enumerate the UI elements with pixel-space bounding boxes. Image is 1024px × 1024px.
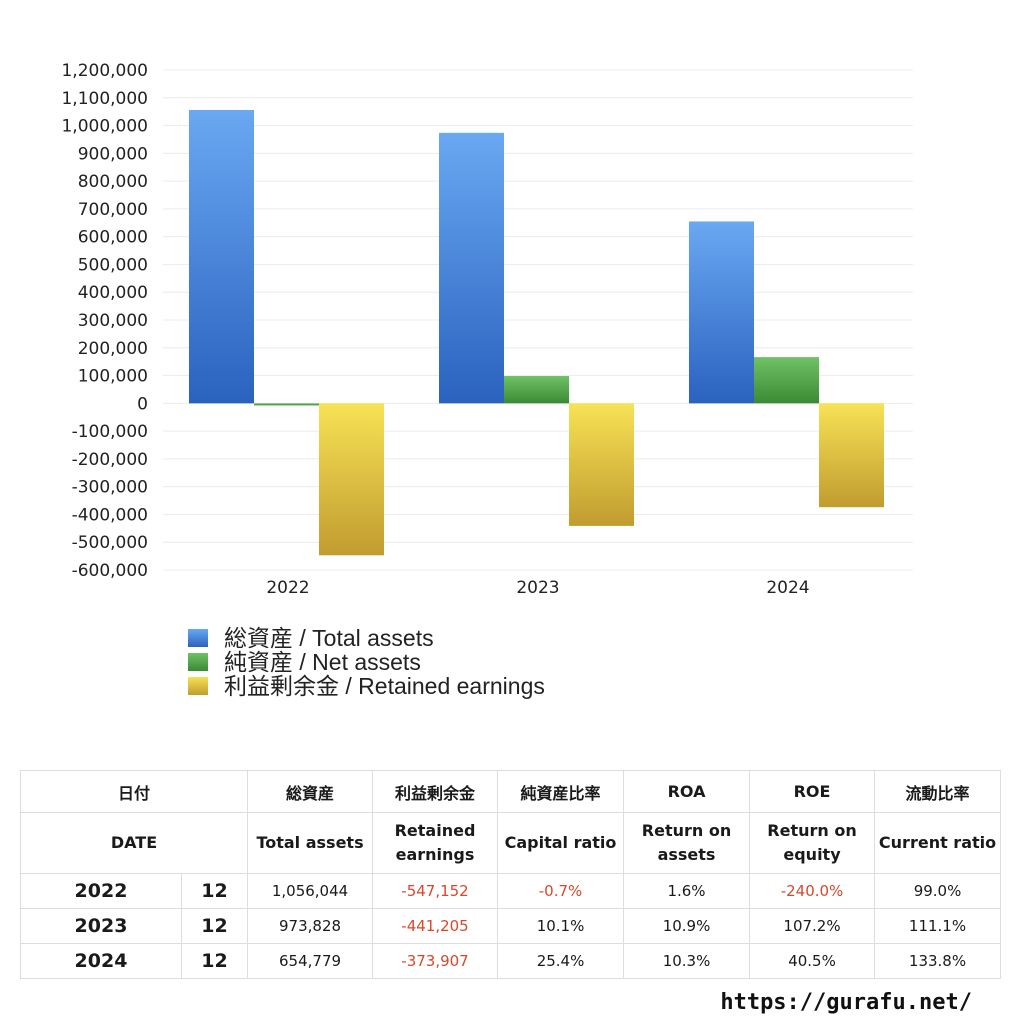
bar-chart: 1,200,000 1,100,000 1,000,000 900,000 800,00… bbox=[61, 61, 913, 598]
y-tick-label: 1,000,000 bbox=[61, 117, 148, 137]
row-roe: 40.5% bbox=[749, 943, 876, 979]
row-month: 12 bbox=[180, 908, 249, 944]
y-tick-label: 500,000 bbox=[78, 255, 148, 275]
header-roe-en: Return on equity bbox=[749, 812, 876, 874]
grid-lines bbox=[163, 69, 913, 571]
source-url: https://gurafu.net/ bbox=[720, 990, 972, 1015]
row-year: 2024 bbox=[20, 943, 182, 979]
legend-item-net-assets: 純資産 / Net assets bbox=[188, 650, 545, 674]
y-tick-label: 400,000 bbox=[78, 283, 148, 303]
bar-total-assets-2024 bbox=[689, 221, 754, 404]
y-tick-label: 600,000 bbox=[78, 228, 148, 248]
row-month: 12 bbox=[180, 873, 249, 909]
bars bbox=[189, 109, 884, 556]
legend-label: 総資産 / Total assets bbox=[224, 625, 434, 651]
header-total-assets-en: Total assets bbox=[247, 812, 374, 874]
row-year: 2022 bbox=[20, 873, 182, 909]
x-tick-label: 2024 bbox=[766, 578, 809, 598]
header-roa-jp: ROA bbox=[623, 770, 751, 813]
y-tick-label: -400,000 bbox=[72, 505, 148, 525]
row-total-assets: 654,779 bbox=[247, 943, 374, 979]
y-tick-label: -300,000 bbox=[72, 478, 148, 498]
x-axis-ticks: 2022 2023 2024 bbox=[266, 578, 809, 598]
header-current-ratio-jp: 流動比率 bbox=[874, 770, 1002, 813]
header-roa-en: Return on assets bbox=[623, 812, 751, 874]
y-tick-label: 0 bbox=[137, 394, 148, 414]
row-year: 2023 bbox=[20, 908, 182, 944]
y-tick-label: 800,000 bbox=[78, 172, 148, 192]
header-date-jp: 日付 bbox=[19, 770, 249, 813]
row-current-ratio: 99.0% bbox=[874, 873, 1002, 909]
table-header-row-jp: 日付 総資産 利益剰余金 純資産比率 ROA ROE 流動比率 bbox=[19, 770, 1002, 813]
y-tick-label: -600,000 bbox=[72, 561, 148, 581]
x-tick-label: 2023 bbox=[516, 578, 559, 598]
table-row: 2023 12 973,828 -441,205 10.1% 10.9% 107… bbox=[20, 908, 1002, 944]
row-capital-ratio: 10.1% bbox=[497, 908, 625, 944]
y-axis-ticks: 1,200,000 1,100,000 1,000,000 900,000 800,00… bbox=[61, 61, 148, 581]
bar-retained-earnings-2024 bbox=[819, 403, 884, 508]
row-capital-ratio: -0.7% bbox=[497, 873, 625, 909]
header-capital-ratio-en: Capital ratio bbox=[497, 812, 625, 874]
legend: 総資産 / Total assets 純資産 / Net assets 利益剰余… bbox=[188, 626, 545, 698]
row-retained-earnings: -441,205 bbox=[372, 908, 499, 944]
row-roa: 10.3% bbox=[623, 943, 751, 979]
header-retained-earnings-en: Retained earnings bbox=[372, 812, 499, 874]
row-roe: -240.0% bbox=[749, 873, 876, 909]
y-tick-label: 1,200,000 bbox=[61, 61, 148, 81]
row-retained-earnings: -547,152 bbox=[372, 873, 499, 909]
row-retained-earnings: -373,907 bbox=[372, 943, 499, 979]
bar-net-assets-2023 bbox=[504, 376, 569, 404]
header-roe-jp: ROE bbox=[749, 770, 876, 813]
table-header-row-en: DATE Total assets Retained earnings Capi… bbox=[19, 812, 1002, 874]
table-row: 2024 12 654,779 -373,907 25.4% 10.3% 40.… bbox=[20, 943, 1002, 979]
bar-net-assets-2022 bbox=[254, 403, 319, 406]
y-tick-label: 700,000 bbox=[78, 200, 148, 220]
bar-total-assets-2022 bbox=[189, 109, 254, 404]
legend-swatch-net-assets bbox=[188, 653, 208, 671]
y-tick-label: -500,000 bbox=[72, 533, 148, 553]
legend-swatch-retained-earnings bbox=[188, 677, 208, 695]
legend-label: 利益剰余金 / Retained earnings bbox=[224, 673, 545, 699]
row-current-ratio: 111.1% bbox=[874, 908, 1002, 944]
row-roa: 10.9% bbox=[623, 908, 751, 944]
row-current-ratio: 133.8% bbox=[874, 943, 1002, 979]
y-tick-label: -200,000 bbox=[72, 450, 148, 470]
row-month: 12 bbox=[180, 943, 249, 979]
legend-swatch-total-assets bbox=[188, 629, 208, 647]
y-tick-label: 200,000 bbox=[78, 339, 148, 359]
table-row: 2022 12 1,056,044 -547,152 -0.7% 1.6% -2… bbox=[20, 873, 1002, 909]
bar-net-assets-2024 bbox=[754, 357, 819, 404]
y-tick-label: 100,000 bbox=[78, 367, 148, 387]
row-capital-ratio: 25.4% bbox=[497, 943, 625, 979]
y-tick-label: -100,000 bbox=[72, 422, 148, 442]
header-date-en: DATE bbox=[19, 812, 249, 874]
row-roe: 107.2% bbox=[749, 908, 876, 944]
legend-item-retained-earnings: 利益剰余金 / Retained earnings bbox=[188, 674, 545, 698]
header-retained-earnings-jp: 利益剰余金 bbox=[372, 770, 499, 813]
header-current-ratio-en: Current ratio bbox=[874, 812, 1002, 874]
row-total-assets: 1,056,044 bbox=[247, 873, 374, 909]
header-capital-ratio-jp: 純資産比率 bbox=[497, 770, 625, 813]
y-tick-label: 300,000 bbox=[78, 311, 148, 331]
legend-item-total-assets: 総資産 / Total assets bbox=[188, 626, 545, 650]
row-total-assets: 973,828 bbox=[247, 908, 374, 944]
bar-retained-earnings-2023 bbox=[569, 403, 634, 526]
bar-total-assets-2023 bbox=[439, 132, 504, 404]
row-roa: 1.6% bbox=[623, 873, 751, 909]
x-tick-label: 2022 bbox=[266, 578, 309, 598]
y-tick-label: 1,100,000 bbox=[61, 89, 148, 109]
header-total-assets-jp: 総資産 bbox=[247, 770, 374, 813]
legend-label: 純資産 / Net assets bbox=[224, 649, 421, 675]
bar-retained-earnings-2022 bbox=[319, 403, 384, 556]
y-tick-label: 900,000 bbox=[78, 144, 148, 164]
financial-metrics-table: 日付 総資産 利益剰余金 純資産比率 ROA ROE 流動比率 DATE Tot… bbox=[19, 770, 1002, 979]
